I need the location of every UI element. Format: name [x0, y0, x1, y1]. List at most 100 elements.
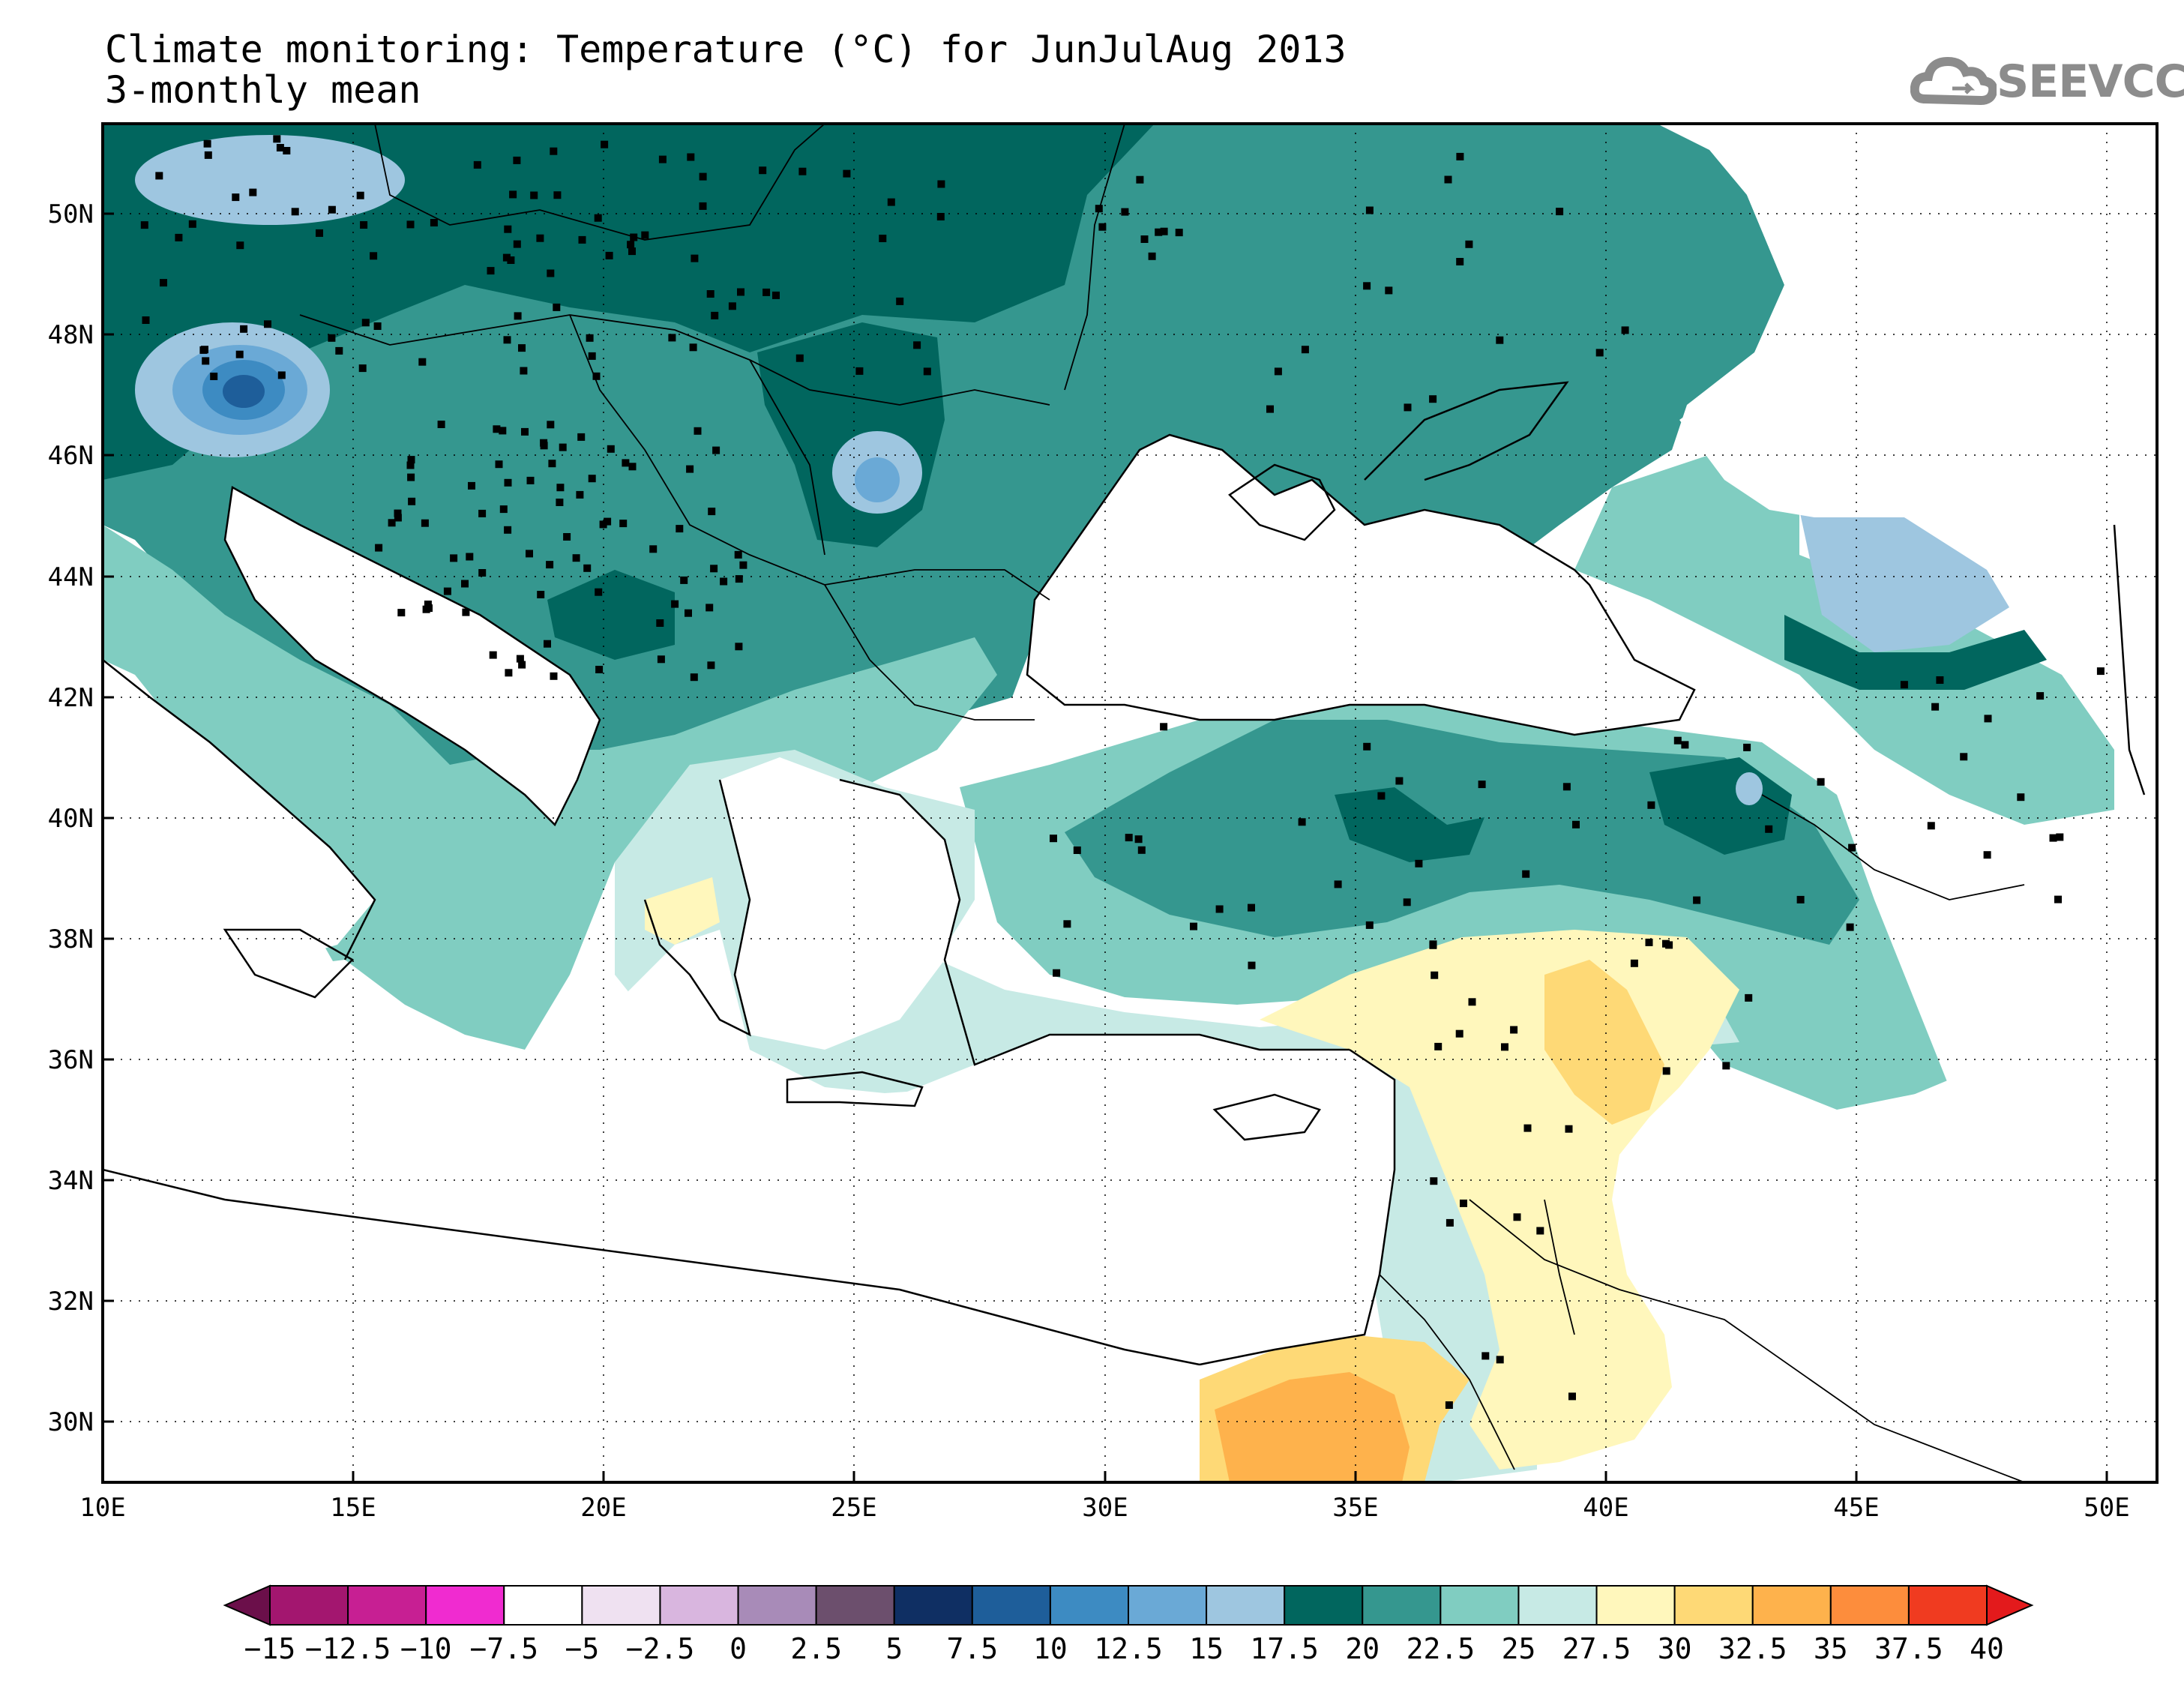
station-marker	[1536, 1227, 1544, 1235]
station-marker	[1377, 792, 1386, 800]
colorbar-label: 25	[1502, 1632, 1536, 1665]
station-marker	[546, 561, 554, 569]
station-marker	[711, 311, 719, 319]
border-9	[1379, 1274, 1515, 1470]
station-marker	[1063, 920, 1071, 928]
station-marker	[795, 354, 804, 362]
station-marker	[1050, 835, 1057, 843]
station-marker	[699, 172, 707, 181]
xtick-label-15e: 15E	[330, 1493, 376, 1523]
station-marker	[425, 604, 433, 613]
station-marker	[1073, 846, 1081, 854]
station-marker	[521, 427, 529, 436]
station-marker	[772, 291, 780, 299]
station-marker	[595, 666, 604, 673]
colorbar-swatch	[1673, 1585, 1754, 1626]
colorbar-label: 35	[1814, 1632, 1848, 1665]
border-2	[299, 314, 1050, 406]
station-marker	[708, 508, 716, 516]
station-marker	[553, 303, 561, 311]
station-marker	[473, 160, 481, 169]
station-marker	[734, 550, 742, 559]
ytick-label-44n: 44N	[48, 562, 94, 592]
station-marker	[1765, 825, 1773, 833]
station-marker	[720, 577, 728, 586]
colorbar-swatch	[1751, 1585, 1832, 1626]
ytick-label-46n: 46N	[48, 441, 94, 471]
station-marker	[706, 604, 714, 612]
aegean	[720, 757, 960, 1050]
band-20-22-north	[103, 124, 1155, 480]
ytick-label-40n: 40N	[48, 804, 94, 834]
station-marker	[540, 442, 548, 450]
station-marker	[283, 147, 291, 154]
station-marker	[1365, 206, 1374, 214]
ytick-label-36n: 36N	[48, 1045, 94, 1075]
station-marker	[1673, 736, 1682, 745]
station-marker	[360, 221, 368, 229]
station-marker	[1460, 1199, 1467, 1207]
colorbar-label: 10	[1033, 1632, 1068, 1665]
station-marker	[710, 565, 718, 573]
station-marker	[1385, 286, 1393, 295]
station-marker	[576, 490, 584, 499]
map-title: Climate monitoring: Temperature (°C) for…	[105, 28, 1347, 71]
station-marker	[707, 661, 715, 670]
logo-text: SEEVCCC	[1997, 55, 2184, 108]
colorbar-label: 30	[1658, 1632, 1692, 1665]
station-marker	[1363, 742, 1371, 751]
station-marker	[1556, 208, 1564, 216]
station-marker	[504, 478, 512, 487]
station-marker	[694, 427, 702, 435]
station-marker	[689, 343, 697, 352]
station-marker	[1334, 880, 1342, 888]
colorbar: −15 −12.5 −10 −7.5 −5 −2.5 0 2.5 5 7.5 10 12.5 15 17.…	[223, 1584, 2034, 1665]
station-marker	[316, 229, 323, 237]
colorbar-label: 22.5	[1407, 1632, 1475, 1665]
station-marker	[478, 569, 487, 577]
station-marker	[328, 334, 336, 342]
station-marker	[1125, 834, 1133, 842]
station-marker	[1900, 681, 1908, 689]
station-marker	[879, 235, 887, 242]
colorbar-swatch	[581, 1585, 661, 1626]
station-marker	[739, 561, 747, 569]
station-marker	[1215, 905, 1224, 913]
station-marker	[358, 364, 367, 373]
station-marker	[175, 233, 183, 241]
colorbar-swatch	[1362, 1585, 1442, 1626]
station-marker	[520, 367, 528, 375]
station-marker	[553, 191, 562, 199]
station-marker	[547, 269, 555, 277]
station-marker	[604, 517, 612, 526]
station-marker	[406, 220, 415, 229]
station-marker	[1248, 961, 1256, 969]
colorbar-label: 12.5	[1094, 1632, 1163, 1665]
station-marker	[335, 346, 343, 355]
colorbar-swatch	[737, 1585, 817, 1626]
station-marker	[1395, 777, 1404, 785]
station-marker	[1645, 938, 1653, 946]
xtick-label-10e: 10E	[79, 1493, 125, 1523]
station-marker	[2017, 793, 2025, 802]
colorbar-swatch	[1595, 1585, 1676, 1626]
caspian-coast	[2113, 524, 2146, 796]
ytick-label-32n: 32N	[48, 1287, 94, 1317]
station-marker	[461, 580, 469, 588]
station-marker	[291, 208, 299, 216]
station-marker	[649, 545, 658, 553]
station-marker	[204, 151, 212, 159]
station-marker	[548, 460, 556, 468]
sicily	[223, 928, 355, 999]
plot-frame	[101, 122, 2159, 1484]
station-marker	[1621, 326, 1629, 334]
station-marker	[202, 357, 210, 365]
colorbar-label: 40	[1970, 1632, 2004, 1665]
station-marker	[690, 673, 698, 682]
station-marker	[1434, 1042, 1443, 1050]
colorbar-label: −2.5	[626, 1632, 695, 1665]
ytick-label-38n: 38N	[48, 924, 94, 954]
station-marker	[1445, 1401, 1453, 1409]
station-marker	[394, 514, 402, 522]
